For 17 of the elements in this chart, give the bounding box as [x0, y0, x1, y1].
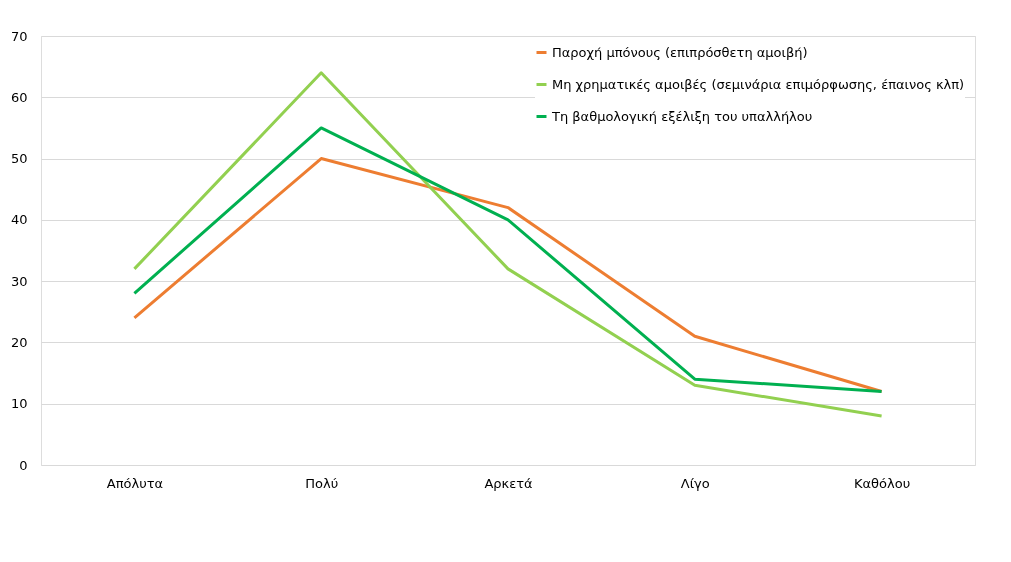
y-tick-label: 30: [10, 273, 28, 289]
x-tick-label: Απόλυτα: [106, 475, 164, 491]
y-tick-label: 10: [10, 396, 28, 412]
y-tick-label: 0: [19, 457, 28, 473]
legend-label: Παροχή μπόνους (επιπρόσθετη αμοιβή): [552, 44, 808, 60]
legend-label: Μη χρηματικές αμοιβές (σεμινάρια επιμόρφωσης, έπαινος κλπ): [552, 76, 965, 92]
x-tick-label: Πολύ: [305, 475, 339, 491]
legend-label: Τη βαθμολογική εξέλιξη του υπαλλήλου: [551, 108, 813, 124]
x-tick-label: Αρκετά: [484, 475, 533, 491]
y-tick-label: 20: [10, 334, 28, 350]
y-tick-label: 40: [10, 212, 28, 228]
y-tick-label: 70: [10, 28, 28, 44]
x-tick-label: Λίγο: [680, 475, 710, 491]
y-tick-label: 60: [10, 89, 28, 105]
y-tick-label: 50: [10, 151, 28, 167]
line-series: [132, 71, 884, 418]
x-tick-label: Καθόλου: [854, 475, 911, 491]
